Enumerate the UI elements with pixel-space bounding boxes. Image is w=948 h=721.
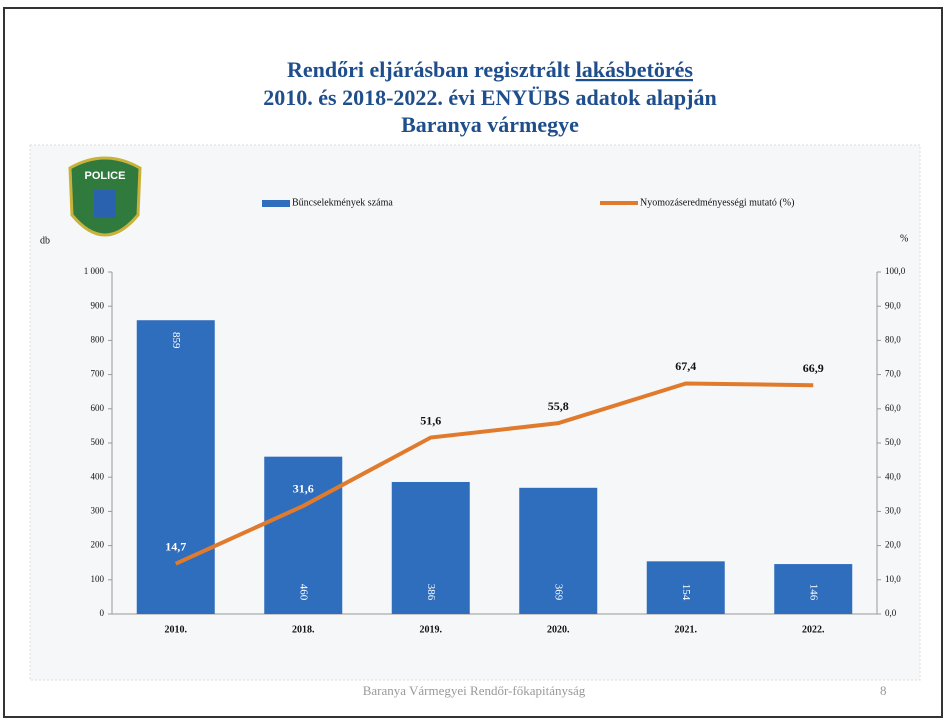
x-tick-label: 2021. <box>675 624 698 635</box>
y2-tick-label: 70,0 <box>885 369 901 379</box>
y-tick-label: 1 000 <box>84 266 105 276</box>
legend-swatch <box>262 200 290 207</box>
line-value-label: 66,9 <box>803 361 824 375</box>
bar-value-label: 146 <box>808 584 820 601</box>
line-value-label: 51,6 <box>420 413 441 427</box>
y2-tick-label: 50,0 <box>885 437 901 447</box>
title-part: Rendőri eljárásban regisztrált <box>287 57 571 82</box>
y-tick-label: 300 <box>91 505 105 515</box>
y2-tick-label: 60,0 <box>885 403 901 413</box>
x-tick-label: 2020. <box>547 624 570 635</box>
y-tick-label: 600 <box>91 403 105 413</box>
y2-tick-label: 40,0 <box>885 471 901 481</box>
line-value-label: 14,7 <box>165 539 186 553</box>
bar-value-label: 859 <box>170 332 182 349</box>
bar <box>774 564 853 614</box>
bar-value-label: 369 <box>553 584 565 601</box>
y2-tick-label: 30,0 <box>885 505 901 515</box>
chart-title: Rendőri eljárásban regisztrált lakásbetö… <box>287 57 693 82</box>
y-tick-label: 900 <box>91 300 105 310</box>
y-tick-label: 700 <box>91 369 105 379</box>
y-axis-label: db <box>40 235 50 246</box>
logo-text: POLICE <box>85 170 126 182</box>
y2-tick-label: 80,0 <box>885 334 901 344</box>
y-tick-label: 100 <box>91 574 105 584</box>
bar <box>646 561 725 614</box>
y-tick-label: 200 <box>91 540 105 550</box>
bar <box>136 320 215 614</box>
x-tick-label: 2010. <box>165 624 188 635</box>
y-tick-label: 400 <box>91 471 105 481</box>
legend-label: Bűncselekmények száma <box>292 197 393 208</box>
line-value-label: 55,8 <box>548 399 569 413</box>
bar-value-label: 386 <box>425 584 437 601</box>
y2-axis-label: % <box>900 233 908 244</box>
y-tick-label: 500 <box>91 437 105 447</box>
x-tick-label: 2019. <box>420 624 443 635</box>
y-tick-label: 0 <box>100 608 105 618</box>
line <box>174 381 814 566</box>
bar-value-label: 154 <box>680 584 692 601</box>
logo: POLICE <box>68 156 142 237</box>
bar <box>391 481 470 614</box>
bar <box>519 487 598 614</box>
page-number: 8 <box>880 683 887 698</box>
footer: Baranya Vármegyei Rendőr-főkapitányság <box>363 683 586 698</box>
y2-tick-label: 0,0 <box>885 608 897 618</box>
y2-tick-label: 10,0 <box>885 574 901 584</box>
line-value-label: 31,6 <box>293 482 314 496</box>
y2-tick-label: 100,0 <box>885 266 906 276</box>
logo-shield <box>94 190 116 218</box>
line-value-label: 67,4 <box>675 359 696 373</box>
bar <box>264 456 343 614</box>
chart-title-line: 2010. és 2018-2022. évi ENYÜBS adatok al… <box>263 85 716 110</box>
chart-title-line: Baranya vármegye <box>401 112 579 137</box>
x-tick-label: 2018. <box>292 624 315 635</box>
x-tick-label: 2022. <box>802 624 825 635</box>
y-tick-label: 800 <box>91 334 105 344</box>
title-underlined: lakásbetörés <box>576 57 694 82</box>
y2-tick-label: 20,0 <box>885 540 901 550</box>
y2-tick-label: 90,0 <box>885 300 901 310</box>
bar-value-label: 460 <box>298 584 310 601</box>
legend-label: Nyomozáseredményességi mutató (%) <box>640 197 794 208</box>
